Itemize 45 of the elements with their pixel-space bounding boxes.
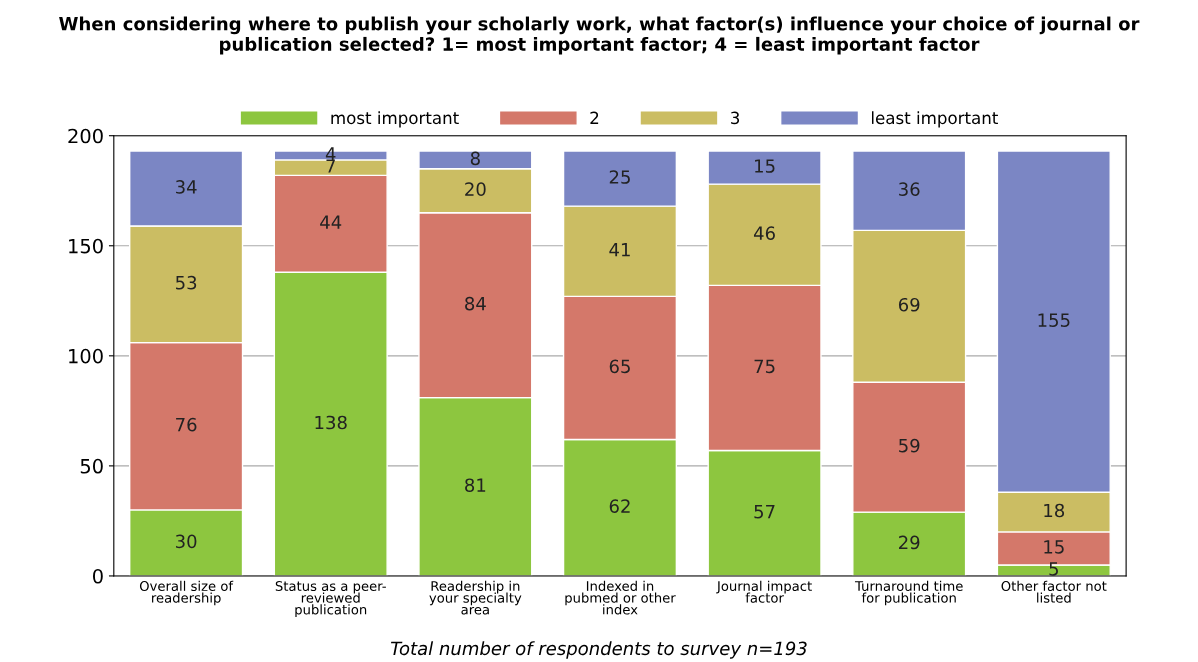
data-label: 20 bbox=[465, 182, 486, 196]
data-label: 36 bbox=[899, 182, 920, 196]
data-label: 25 bbox=[609, 170, 630, 184]
data-label: 18 bbox=[1044, 503, 1065, 518]
data-label: 65 bbox=[609, 359, 630, 374]
data-label: 44 bbox=[320, 215, 342, 229]
data-label: 53 bbox=[176, 275, 197, 290]
data-label: 75 bbox=[754, 359, 775, 374]
data-label: 30 bbox=[176, 534, 197, 549]
y-tick-label: 100 bbox=[69, 348, 103, 364]
data-label: 46 bbox=[753, 226, 775, 240]
data-label: 76 bbox=[176, 417, 197, 432]
x-tick-label: Turnaround time for publication bbox=[854, 580, 963, 606]
data-label: 138 bbox=[315, 415, 347, 430]
legend-label: 2 bbox=[590, 111, 599, 124]
x-tick-label: Other factor not listed bbox=[1001, 580, 1107, 603]
chart-title: When considering where to publish your scholarly work, what factor(s) influence your choice of journal or publication selected? 1= most important factor; 4 = least important factor bbox=[59, 16, 1140, 55]
data-label: 7 bbox=[326, 159, 335, 173]
data-label: 59 bbox=[899, 438, 920, 453]
y-tick-label: 50 bbox=[80, 458, 103, 474]
y-tick-label: 200 bbox=[68, 128, 103, 144]
x-tick-label: Indexed in pubmed or other index bbox=[565, 580, 676, 615]
text: Total number of respondents to survey n=193 bbox=[390, 641, 807, 659]
data-label: 15 bbox=[755, 159, 775, 173]
data-label: 29 bbox=[899, 535, 920, 550]
legend-label: most important bbox=[331, 111, 459, 128]
x-tick-label: Readership in your specialty area bbox=[429, 580, 522, 615]
data-label: 41 bbox=[609, 243, 630, 257]
data-label: 15 bbox=[1044, 540, 1064, 554]
x-tick-label: Status as a peer- reviewed publication bbox=[275, 581, 386, 618]
y-tick-label: 0 bbox=[93, 568, 103, 584]
x-tick-label: Journal impact factor bbox=[716, 580, 812, 603]
data-label: 81 bbox=[465, 478, 486, 493]
data-label: 8 bbox=[470, 151, 480, 166]
data-label: 57 bbox=[754, 505, 775, 519]
legend-label: least important bbox=[871, 111, 998, 128]
x-tick-label: Overall size of readership bbox=[139, 580, 234, 606]
data-label: 34 bbox=[176, 180, 197, 194]
legend-label: 3 bbox=[731, 111, 740, 125]
data-label: 84 bbox=[465, 296, 486, 311]
y-tick-label: 150 bbox=[69, 238, 103, 254]
data-label: 155 bbox=[1038, 313, 1070, 327]
data-label: 69 bbox=[898, 297, 920, 312]
data-label: 62 bbox=[609, 499, 630, 513]
data-label: 5 bbox=[1049, 562, 1058, 576]
